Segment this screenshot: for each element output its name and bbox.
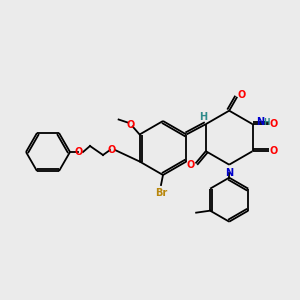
Text: N: N — [225, 168, 233, 178]
Text: O: O — [108, 145, 116, 155]
Text: N: N — [256, 117, 265, 127]
Text: O: O — [186, 160, 195, 170]
Text: Br: Br — [155, 188, 167, 198]
Text: O: O — [269, 119, 278, 129]
Text: O: O — [75, 147, 83, 157]
Text: H: H — [199, 112, 207, 122]
Text: O: O — [269, 146, 278, 156]
Text: O: O — [237, 90, 245, 100]
Text: O: O — [127, 119, 135, 130]
Text: H: H — [263, 118, 270, 127]
